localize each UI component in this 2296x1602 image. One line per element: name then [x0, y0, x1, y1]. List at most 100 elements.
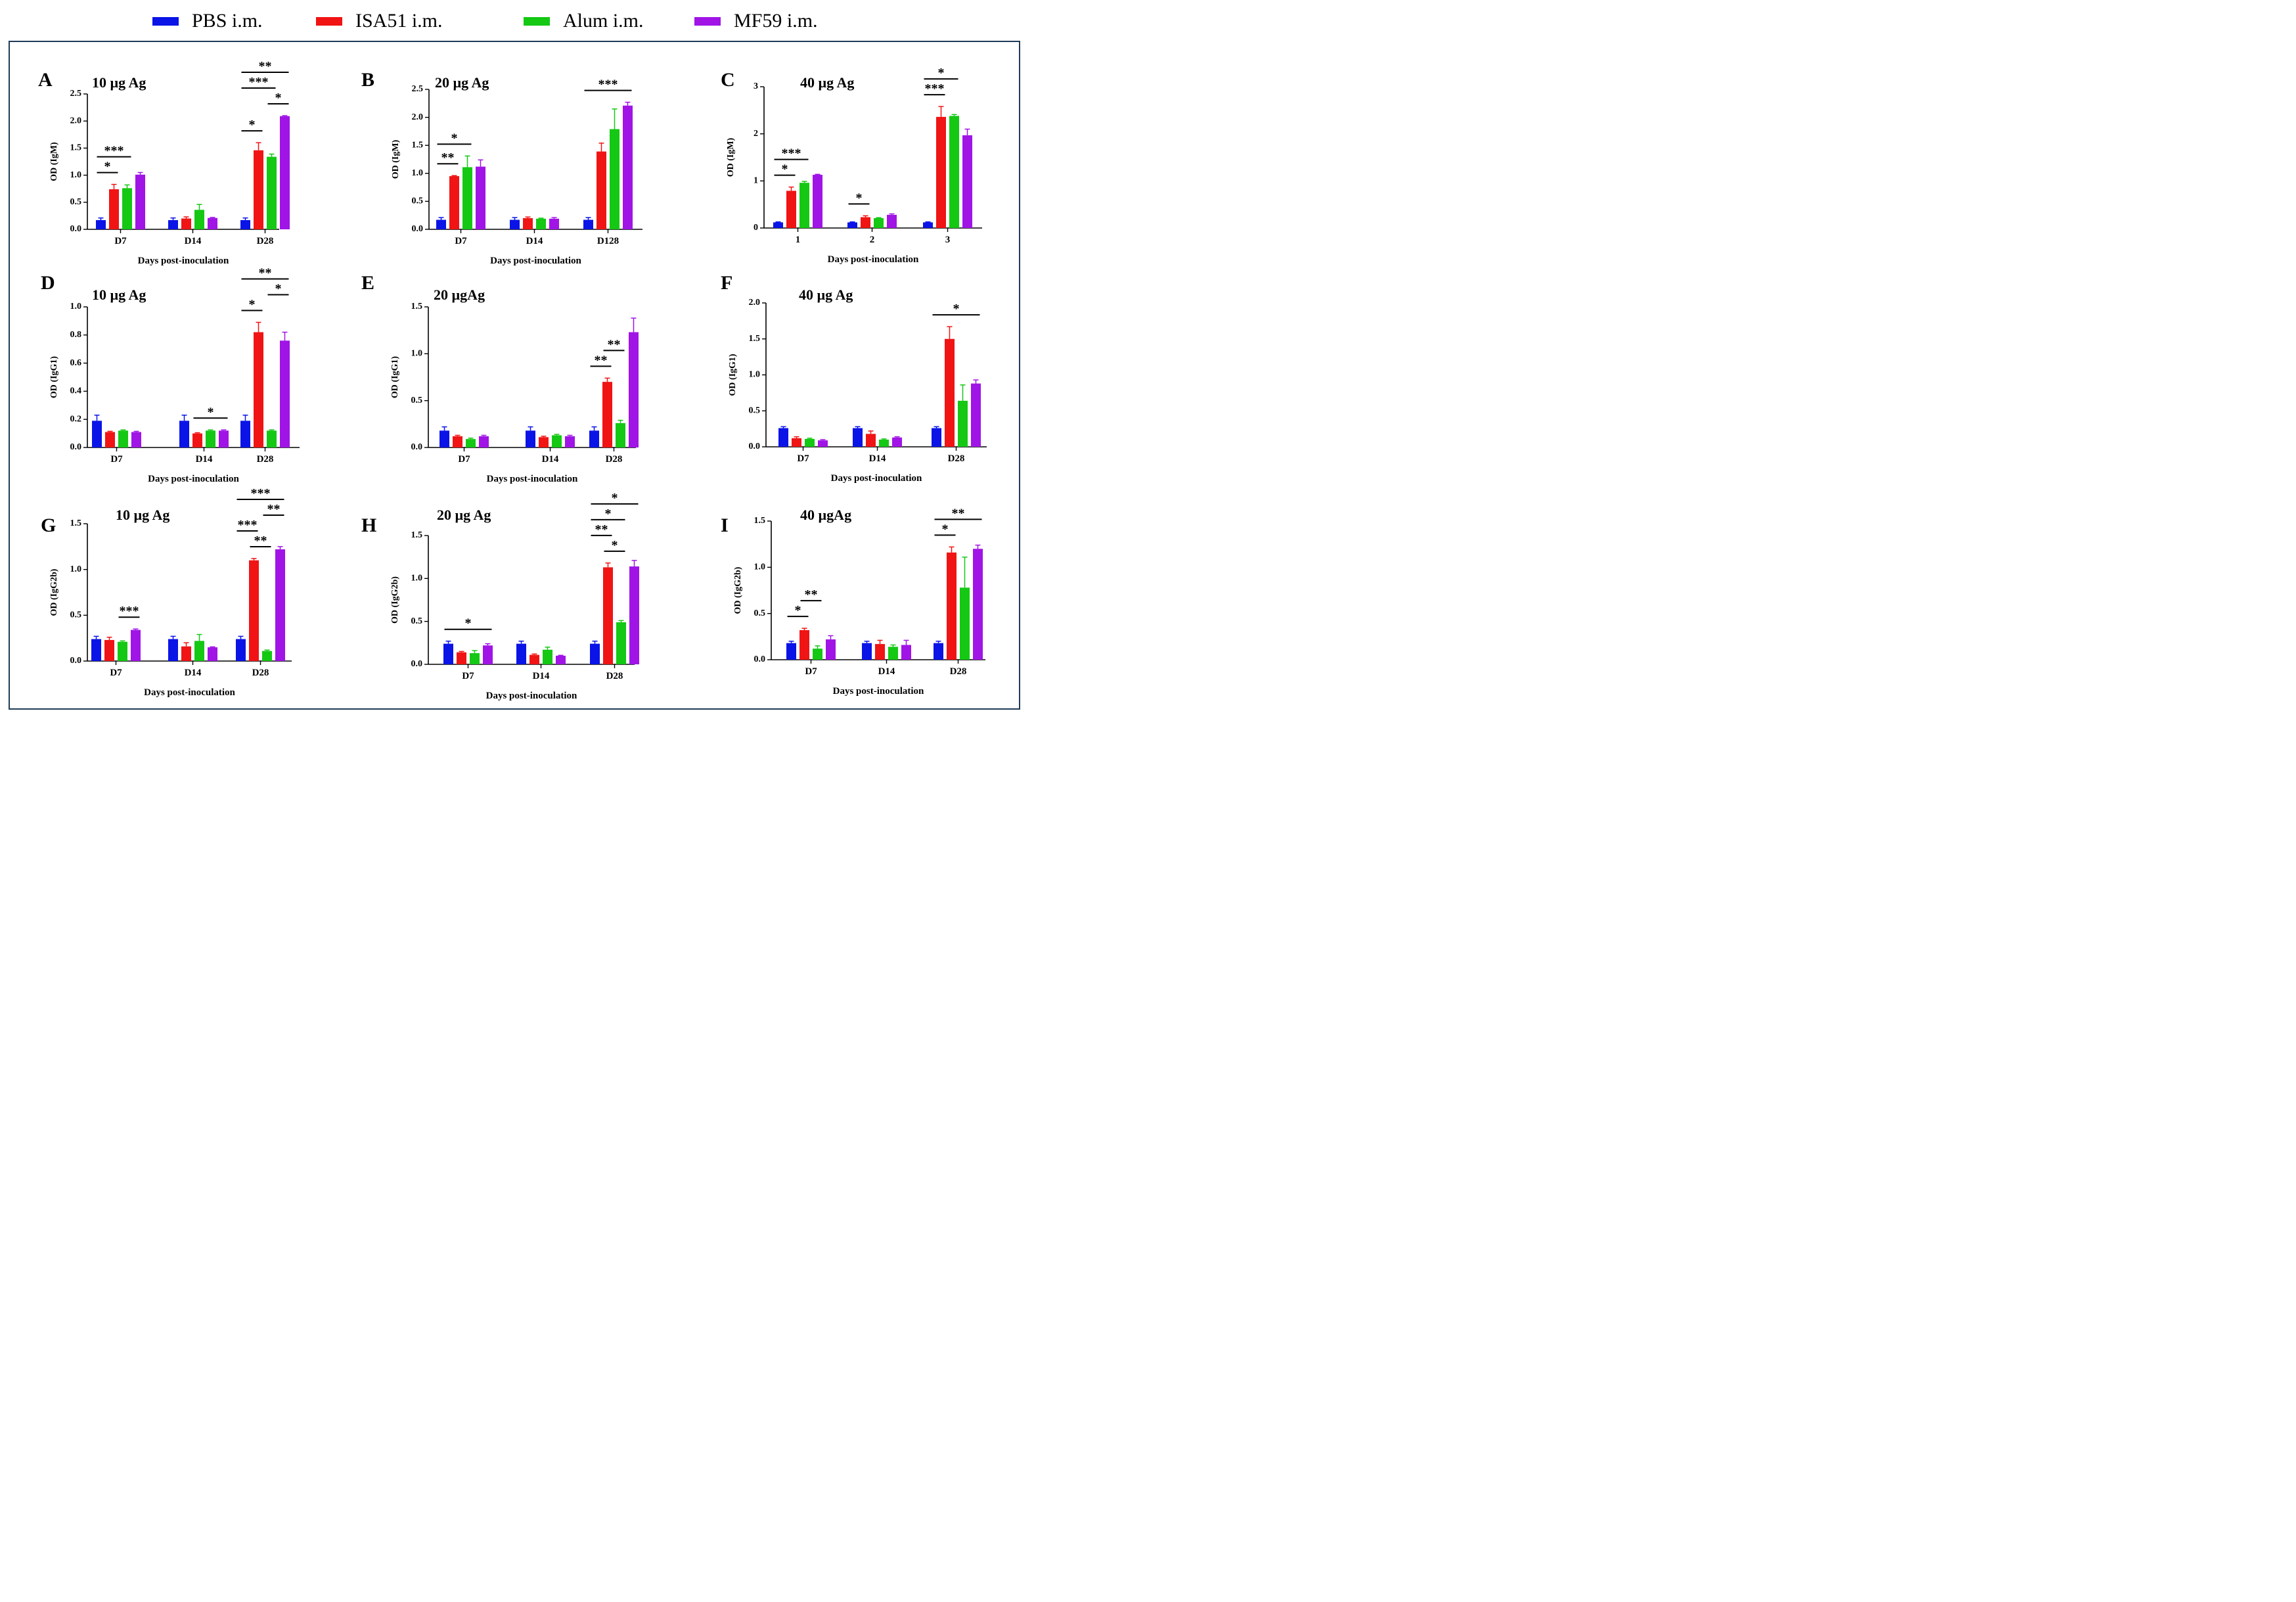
panel-letter: B	[361, 69, 374, 91]
legend-item-isa51: ISA51 i.m.	[316, 9, 443, 33]
panel-letter: G	[41, 515, 56, 536]
significance-label: ***	[238, 518, 258, 532]
x-tick-label: D7	[455, 236, 467, 246]
panel-letter: E	[361, 272, 374, 294]
bar-mf59	[556, 655, 566, 664]
x-tick-label: D14	[869, 453, 886, 464]
bar-isa51	[597, 151, 606, 229]
panel-title: 40 µgAg	[800, 507, 851, 523]
y-tick-label: 0.0	[749, 442, 761, 451]
panel-h: H 20 µg Ag 0.0 0.5 1.0 1.5 OD (IgG2b) Days post…	[361, 491, 639, 701]
y-tick-label: 2.0	[412, 112, 424, 122]
x-axis-label: Days post-inoculation	[833, 686, 924, 697]
significance-label: *	[104, 160, 111, 174]
significance-label: ***	[782, 147, 801, 161]
significance-label: *	[605, 507, 612, 521]
y-tick-label: 0.5	[411, 396, 423, 405]
significance-label: *	[782, 162, 788, 177]
bar-isa51	[254, 332, 263, 447]
bar-pbs	[168, 219, 178, 229]
panel-a: A 10 µg Ag 0.0 0.5 1.0 1.5 2.0 2.5 OD (IgM) Days …	[38, 59, 290, 266]
y-tick-label: 1.0	[411, 574, 423, 584]
bar-mf59	[623, 105, 633, 229]
x-tick-label: D128	[597, 236, 619, 246]
bar-pbs	[786, 643, 796, 660]
bar-alum	[888, 647, 898, 660]
legend: PBS i.m. ISA51 i.m. Alum i.m. MF59 i.m.	[0, 0, 1030, 41]
panel-title: 20 µgAg	[434, 286, 485, 303]
bar-isa51	[453, 436, 462, 447]
y-tick-label: 0.0	[70, 224, 82, 234]
bar-isa51	[529, 654, 539, 664]
legend-swatch-alum	[524, 16, 550, 26]
significance-label: *	[612, 538, 618, 553]
panel-title: 10 µg Ag	[116, 507, 169, 523]
y-tick-label: 0.5	[70, 610, 82, 620]
y-tick-label: 3	[754, 81, 758, 91]
x-tick-label: D28	[257, 236, 274, 246]
significance-label: *	[208, 405, 214, 419]
bar-mf59	[629, 566, 639, 664]
panel-d: D 10 µg Ag 0.0 0.2 0.4 0.6 0.8 1.0 OD (IgG1) Days…	[41, 266, 300, 484]
y-axis-label: OD (IgG1)	[390, 356, 400, 399]
bar-isa51	[192, 433, 202, 447]
bar-mf59	[818, 440, 828, 447]
bar-alum	[470, 653, 480, 664]
bar-mf59	[131, 432, 141, 447]
bar-isa51	[254, 150, 263, 229]
bar-isa51	[603, 567, 613, 664]
bar-mf59	[901, 645, 911, 660]
bar-isa51	[947, 552, 957, 660]
significance-label: *	[942, 522, 949, 536]
x-tick-label: D28	[950, 666, 967, 677]
y-tick-label: 2.0	[70, 116, 82, 126]
bar-pbs	[526, 430, 535, 447]
bar-mf59	[826, 639, 836, 660]
bar-alum	[616, 423, 625, 447]
charts-canvas: A 10 µg Ag 0.0 0.5 1.0 1.5 2.0 2.5 OD (IgM) Days …	[38, 59, 987, 701]
panel-b: B 20 µg Ag 0.0 0.5 1.0 1.5 2.0 2.5 OD (IgM) Days …	[361, 69, 642, 266]
bar-pbs	[510, 219, 520, 229]
significance-label: **	[441, 150, 455, 165]
x-axis-label: Days post-inoculation	[828, 254, 919, 265]
significance-label: *	[612, 491, 618, 505]
bar-isa51	[936, 116, 946, 228]
y-tick-label: 0	[754, 223, 758, 233]
panel-title: 20 µg Ag	[437, 507, 491, 523]
significance-label: *	[275, 282, 282, 296]
bar-pbs	[778, 428, 788, 447]
panel-i: I 40 µgAg 0.0 0.5 1.0 1.5 OD (IgG2b) Days post-…	[721, 506, 985, 697]
bar-pbs	[439, 430, 449, 447]
significance-label: **	[595, 522, 608, 537]
significance-label: *	[275, 91, 282, 105]
y-tick-label: 1.0	[412, 168, 424, 178]
bar-isa51	[875, 644, 885, 660]
significance-label: *	[451, 131, 458, 145]
significance-label: *	[856, 191, 863, 205]
bar-alum	[879, 440, 889, 447]
figure-frame	[9, 41, 1020, 710]
x-tick-label: D7	[805, 666, 817, 677]
bar-pbs	[236, 639, 246, 661]
y-axis-label: OD (IgG1)	[728, 354, 738, 396]
panel-letter: A	[38, 69, 53, 91]
significance-label: **	[259, 266, 272, 281]
x-tick-label: D28	[948, 453, 965, 464]
bar-alum	[813, 649, 822, 660]
y-tick-label: 0.8	[70, 330, 82, 340]
legend-label-isa51: ISA51 i.m.	[355, 10, 443, 32]
x-tick-label: D14	[185, 668, 202, 678]
significance-label: *	[249, 118, 256, 132]
y-tick-label: 0.6	[70, 358, 82, 368]
legend-item-mf59: MF59 i.m.	[694, 9, 818, 33]
bar-mf59	[483, 645, 493, 664]
bar-isa51	[105, 432, 115, 447]
y-axis-label: OD (IgG2b)	[733, 566, 743, 614]
legend-label-alum: Alum i.m.	[563, 10, 644, 32]
bar-pbs	[853, 428, 863, 447]
y-tick-label: 0.0	[754, 654, 766, 664]
bar-alum	[206, 430, 215, 447]
bar-mf59	[629, 332, 639, 447]
legend-label-mf59: MF59 i.m.	[734, 10, 818, 32]
significance-label: **	[952, 506, 965, 520]
